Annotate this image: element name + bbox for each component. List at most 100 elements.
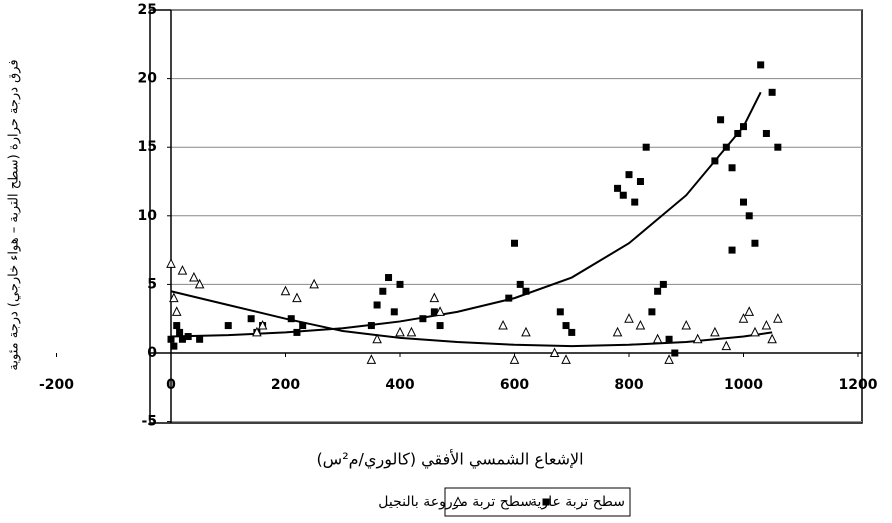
square-point <box>196 335 204 343</box>
triangle-point <box>773 313 783 323</box>
square-point <box>522 287 530 295</box>
trend-line <box>170 290 773 348</box>
square-point <box>542 498 550 506</box>
square-point <box>299 322 307 330</box>
square-point <box>740 123 747 131</box>
triangle-point <box>395 326 405 337</box>
square-point <box>247 315 255 323</box>
x-tick-label: 400 <box>385 377 414 393</box>
plot-frame <box>149 9 863 424</box>
x-tick-label: 600 <box>500 377 529 393</box>
triangle-point <box>652 333 663 344</box>
triangle-point <box>635 319 646 330</box>
square-point <box>717 116 725 124</box>
triangle-point <box>252 326 262 337</box>
x-tick-label: 1000 <box>724 377 763 393</box>
square-point <box>562 322 570 330</box>
square-point <box>654 287 662 295</box>
square-point <box>436 322 444 330</box>
square-point <box>396 280 404 288</box>
triangle-point <box>292 292 302 303</box>
x-tick-label: 1200 <box>839 377 878 393</box>
square-point <box>568 328 576 336</box>
square-point <box>367 322 375 330</box>
triangle-point <box>767 333 777 344</box>
triangle-point <box>664 354 674 364</box>
triangle-point <box>166 258 176 268</box>
square-point <box>722 143 730 151</box>
x-axis-title: الإشعاع الشمسي الأفقي (كالوري/م²س) <box>316 449 583 470</box>
square-point <box>287 315 295 323</box>
x-tick-label: -200 <box>39 377 74 393</box>
square-point <box>505 294 513 302</box>
square-point <box>728 246 736 254</box>
triangle-point <box>372 333 382 344</box>
square-point <box>173 322 181 330</box>
triangle-point <box>624 313 634 323</box>
square-point <box>224 322 232 330</box>
triangle-point <box>721 340 732 351</box>
square-point <box>184 333 192 341</box>
square-point <box>516 280 524 288</box>
square-point <box>659 280 667 288</box>
square-point <box>379 287 387 295</box>
y-tick-label: 15 <box>138 139 157 155</box>
triangle-point <box>366 354 377 364</box>
square-point <box>167 335 175 343</box>
square-point <box>631 198 639 206</box>
square-point <box>768 88 776 96</box>
square-point <box>745 212 753 220</box>
square-point <box>178 335 186 343</box>
square-point <box>665 335 673 343</box>
square-point <box>430 308 438 316</box>
triangle-point <box>257 319 268 330</box>
triangle-point <box>710 326 720 337</box>
y-tick-label: 10 <box>138 208 158 224</box>
triangle-point <box>406 326 417 337</box>
square-point <box>740 198 747 206</box>
square-point <box>619 191 627 199</box>
square-point <box>419 315 427 323</box>
triangle-point <box>738 313 749 323</box>
square-point <box>648 308 656 316</box>
triangle-point <box>549 347 560 357</box>
triangle-point <box>309 278 319 289</box>
triangle-point <box>169 292 179 303</box>
trend-line <box>170 91 762 338</box>
square-point <box>757 61 765 69</box>
legend-label: سطح تربة عارية <box>530 494 625 510</box>
square-point <box>373 301 381 309</box>
triangle-point <box>692 333 703 344</box>
y-axis-title: فرق درجة حرارة (سطح التربة – هواء خارجي)… <box>7 59 22 370</box>
triangle-point <box>612 326 623 337</box>
triangle-point <box>498 319 508 330</box>
triangle-point <box>761 319 772 330</box>
triangle-point <box>744 306 755 316</box>
square-point <box>728 164 736 172</box>
square-point <box>385 274 393 282</box>
triangle-point <box>435 306 445 316</box>
square-point <box>762 129 770 137</box>
triangle-point <box>561 354 571 364</box>
triangle-point <box>509 354 520 364</box>
square-point <box>711 157 719 165</box>
triangle-point <box>177 265 188 275</box>
square-point <box>734 129 742 137</box>
square-point <box>390 308 398 316</box>
y-tick-label: 25 <box>138 2 157 18</box>
x-tick-label: 200 <box>271 377 300 393</box>
square-point <box>642 143 650 151</box>
triangle-point <box>681 319 692 330</box>
square-point <box>751 239 759 247</box>
legend-box <box>444 487 631 517</box>
square-point <box>556 308 564 316</box>
square-point <box>170 342 178 350</box>
triangle-point <box>189 271 199 282</box>
square-point <box>293 328 301 336</box>
triangle-point <box>429 292 440 303</box>
triangle-point <box>171 306 182 316</box>
x-tick-label: 800 <box>614 377 643 393</box>
triangle-point <box>750 326 760 337</box>
square-point <box>636 178 644 185</box>
